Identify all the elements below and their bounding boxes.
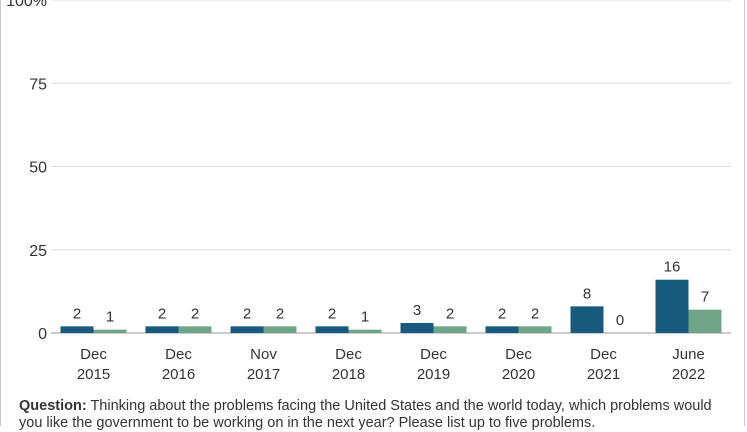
bar-series-2 bbox=[433, 326, 467, 333]
data-label-series-1: 2 bbox=[328, 305, 336, 322]
bar-series-2 bbox=[178, 326, 212, 333]
bar-series-1 bbox=[485, 326, 519, 333]
y-tick-label: 0 bbox=[38, 326, 47, 343]
bar-series-2 bbox=[93, 329, 127, 333]
x-tick-label: 2020 bbox=[502, 366, 535, 383]
x-tick-label: 2017 bbox=[247, 366, 280, 383]
x-tick-label: 2015 bbox=[77, 366, 110, 383]
bar-series-2 bbox=[263, 326, 297, 333]
data-label-series-2: 0 bbox=[616, 312, 624, 329]
question-note: Question: Thinking about the problems fa… bbox=[19, 398, 731, 432]
data-label-series-2: 2 bbox=[446, 305, 454, 322]
bar-series-1 bbox=[655, 279, 689, 333]
bar-series-1 bbox=[230, 326, 264, 333]
question-label: Question: bbox=[19, 398, 87, 414]
bar-series-2 bbox=[688, 309, 722, 333]
data-label-series-1: 8 bbox=[583, 285, 591, 302]
data-label-series-1: 2 bbox=[73, 305, 81, 322]
x-tick-label: Dec bbox=[165, 346, 192, 363]
x-tick-label: Dec bbox=[505, 346, 532, 363]
data-label-series-1: 2 bbox=[158, 305, 166, 322]
y-tick-label: 75 bbox=[29, 76, 47, 93]
data-label-series-1: 3 bbox=[413, 302, 421, 319]
bar-series-1 bbox=[60, 326, 94, 333]
bar-series-1 bbox=[145, 326, 179, 333]
x-tick-label: June bbox=[672, 346, 705, 363]
x-tick-label: 2019 bbox=[417, 366, 450, 383]
x-tick-label: 2018 bbox=[332, 366, 365, 383]
y-tick-label: 50 bbox=[29, 160, 47, 177]
bar-series-2 bbox=[348, 329, 382, 333]
x-tick-label: Dec bbox=[590, 346, 617, 363]
data-label-series-1: 16 bbox=[664, 259, 681, 276]
data-label-series-2: 2 bbox=[276, 305, 284, 322]
x-tick-label: 2022 bbox=[672, 366, 705, 383]
x-tick-label: Dec bbox=[420, 346, 447, 363]
bar-series-1 bbox=[400, 323, 434, 333]
x-tick-label: Dec bbox=[80, 346, 107, 363]
x-tick-label: Nov bbox=[250, 346, 277, 363]
x-tick-label: Dec bbox=[335, 346, 362, 363]
y-tick-label: 100% bbox=[6, 0, 47, 10]
data-label-series-2: 1 bbox=[361, 309, 369, 326]
bar-series-2 bbox=[518, 326, 552, 333]
bar-series-1 bbox=[570, 306, 604, 333]
data-label-series-2: 1 bbox=[106, 309, 114, 326]
x-tick-label: 2016 bbox=[162, 366, 195, 383]
bar-series-1 bbox=[315, 326, 349, 333]
x-tick-label: 2021 bbox=[587, 366, 620, 383]
data-label-series-2: 2 bbox=[191, 305, 199, 322]
data-label-series-1: 2 bbox=[498, 305, 506, 322]
data-label-series-2: 2 bbox=[531, 305, 539, 322]
data-label-series-2: 7 bbox=[701, 289, 709, 306]
y-tick-label: 25 bbox=[29, 243, 47, 260]
question-text: Thinking about the problems facing the U… bbox=[19, 398, 712, 431]
data-label-series-1: 2 bbox=[243, 305, 251, 322]
